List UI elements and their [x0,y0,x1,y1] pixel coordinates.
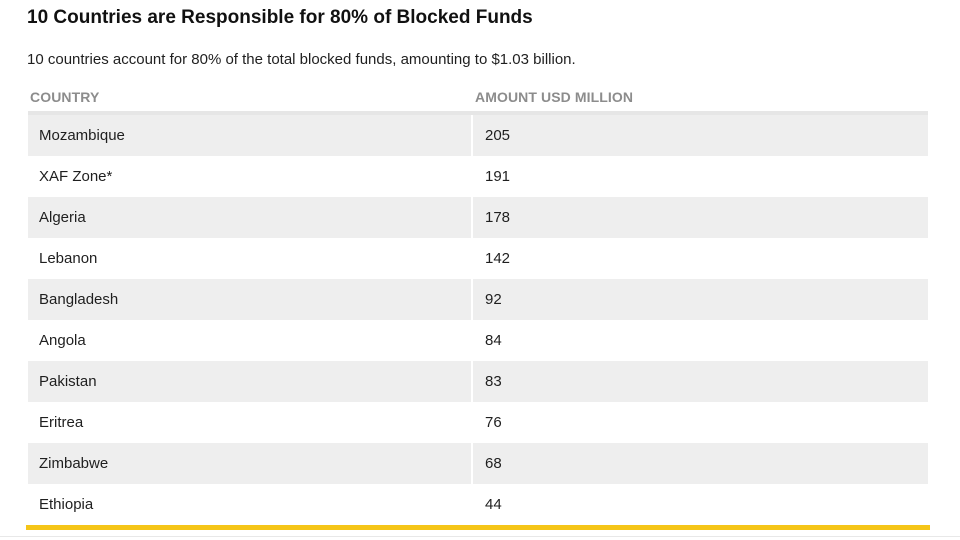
table-row: Zimbabwe 68 [28,443,928,484]
cell-country: Lebanon [28,238,471,279]
cell-amount: 178 [473,197,928,238]
table-row: Eritrea 76 [28,402,928,443]
cell-amount: 68 [473,443,928,484]
cell-country: Angola [28,320,471,361]
cell-amount: 191 [473,156,928,197]
cell-country: Ethiopia [28,484,471,525]
cell-amount: 44 [473,484,928,525]
table-header: COUNTRY AMOUNT USD MILLION [28,89,928,111]
table-row: Bangladesh 92 [28,279,928,320]
cell-amount: 76 [473,402,928,443]
cell-country: Mozambique [28,115,471,156]
table-body: Mozambique 205 XAF Zone* 191 Algeria 178 Leban… [28,111,928,525]
accent-rule [26,525,930,530]
bottom-divider [0,536,960,537]
table-row: Ethiopia 44 [28,484,928,525]
cell-amount: 205 [473,115,928,156]
cell-country: XAF Zone* [28,156,471,197]
cell-country: Bangladesh [28,279,471,320]
table-row: Angola 84 [28,320,928,361]
cell-amount: 142 [473,238,928,279]
table-row: Pakistan 83 [28,361,928,402]
cell-country: Algeria [28,197,471,238]
table-row: Algeria 178 [28,197,928,238]
table-row: XAF Zone* 191 [28,156,928,197]
cell-amount: 83 [473,361,928,402]
cell-country: Zimbabwe [28,443,471,484]
cell-country: Eritrea [28,402,471,443]
table-row: Mozambique 205 [28,115,928,156]
chart-subtitle: 10 countries account for 80% of the tota… [27,51,576,68]
cell-amount: 84 [473,320,928,361]
chart-title: 10 Countries are Responsible for 80% of … [27,7,533,28]
column-header-country: COUNTRY [30,89,100,105]
table-row: Lebanon 142 [28,238,928,279]
cell-country: Pakistan [28,361,471,402]
column-header-amount: AMOUNT USD MILLION [475,89,634,105]
data-table: COUNTRY AMOUNT USD MILLION Mozambique 205… [28,89,928,525]
cell-amount: 92 [473,279,928,320]
